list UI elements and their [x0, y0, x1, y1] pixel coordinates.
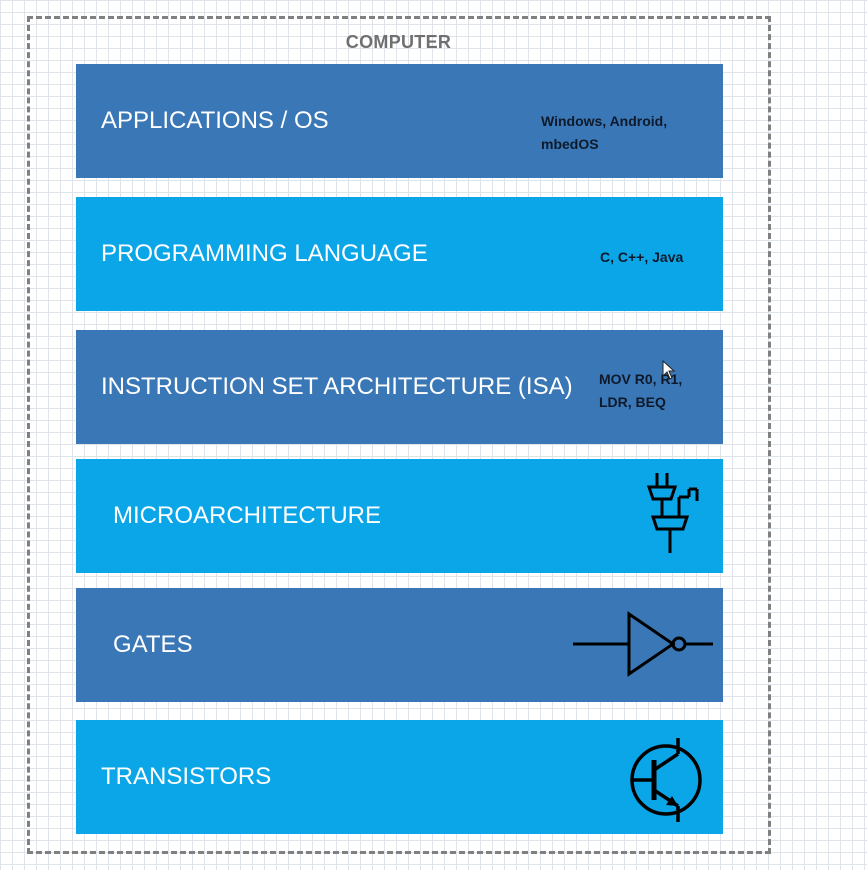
layer-gates: GATES: [76, 588, 723, 702]
note-line: mbedOS: [541, 136, 599, 152]
layer-label: MICROARCHITECTURE: [113, 502, 381, 529]
not-gate-icon: [573, 611, 713, 677]
layer-note: MOV R0, R1, LDR, BEQ: [599, 368, 682, 414]
layer-microarchitecture: MICROARCHITECTURE: [76, 459, 723, 573]
mux-tree-icon: [646, 473, 699, 553]
note-line: Windows, Android,: [541, 113, 668, 129]
layer-label: APPLICATIONS / OS: [101, 107, 329, 134]
layer-programming-language: PROGRAMMING LANGUAGE C, C++, Java: [76, 197, 723, 311]
layer-label: TRANSISTORS: [101, 763, 272, 790]
computer-frame: [27, 16, 771, 854]
note-line: C, C++, Java: [600, 249, 684, 265]
layer-label: GATES: [113, 631, 193, 658]
layer-transistors: TRANSISTORS: [76, 720, 723, 834]
layer-note: C, C++, Java: [600, 246, 683, 269]
note-line: MOV R0, R1,: [599, 371, 683, 387]
layer-isa: INSTRUCTION SET ARCHITECTURE (ISA) MOV R…: [76, 330, 723, 444]
transistor-icon: [630, 738, 702, 822]
layer-applications-os: APPLICATIONS / OS Windows, Android, mbed…: [76, 64, 723, 178]
mouse-cursor-icon: [662, 360, 676, 380]
layer-note: Windows, Android, mbedOS: [541, 110, 667, 156]
layer-label: INSTRUCTION SET ARCHITECTURE (ISA): [101, 373, 573, 400]
note-line: LDR, BEQ: [599, 394, 666, 410]
frame-title: COMPUTER: [345, 32, 452, 52]
layer-label: PROGRAMMING LANGUAGE: [101, 240, 428, 267]
